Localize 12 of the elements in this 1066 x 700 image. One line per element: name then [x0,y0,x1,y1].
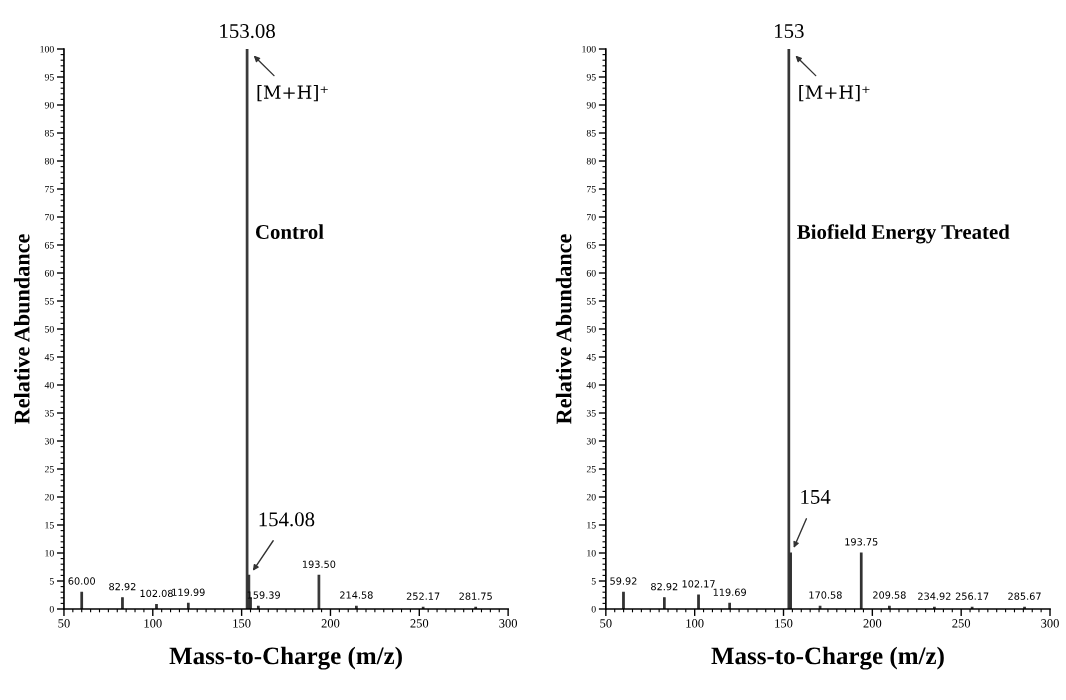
y-axis-title: Relative Abundance [555,234,572,424]
annotation: [M+H]⁺ [257,85,328,102]
annotation: 154 [801,490,831,504]
x-axis-title: Mass-to-Charge (m/z) [169,646,402,670]
annotation: 153 [775,24,804,39]
annotation: 154.08 [259,512,315,527]
annotation: [M+H]⁺ [799,85,870,102]
annotation: Control [255,224,324,240]
x-axis-title: Mass-to-Charge (m/z) [711,646,944,670]
annotation: Biofield Energy Treated [797,224,1010,244]
annotation: 153.08 [220,23,275,39]
y-axis-title: Relative Abundance [13,234,30,424]
